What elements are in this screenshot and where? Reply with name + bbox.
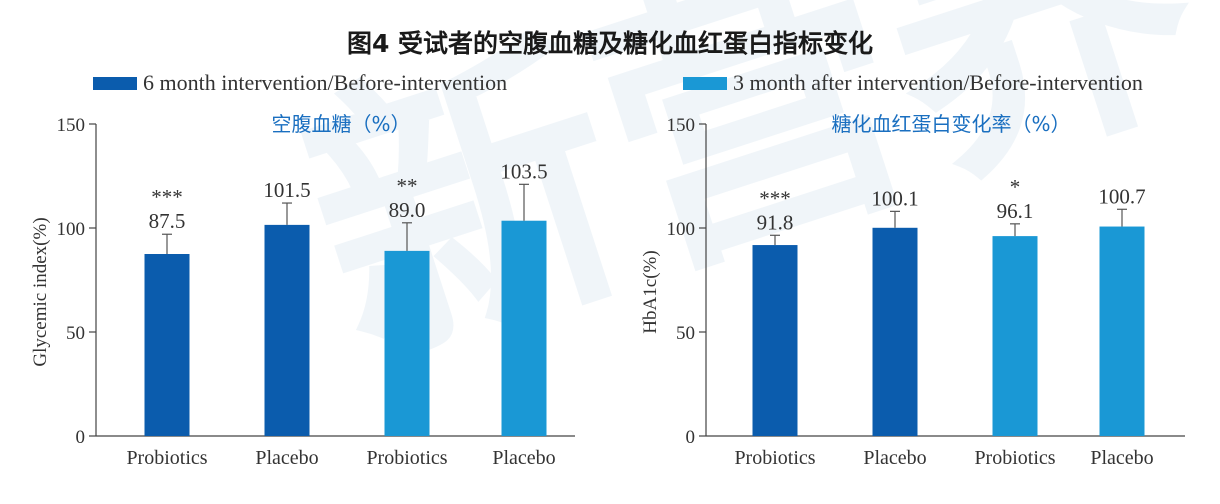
bar-4 xyxy=(1099,226,1145,436)
significance-label: *** xyxy=(151,185,183,209)
x-tick-label: Probiotics xyxy=(366,447,447,469)
value-label: 91.8 xyxy=(757,210,794,234)
y-tick-label: 0 xyxy=(76,427,86,448)
value-label: 103.5 xyxy=(500,159,547,183)
x-tick-label: Probiotics xyxy=(974,447,1055,469)
value-label: 87.5 xyxy=(149,209,186,233)
x-tick-label: Placebo xyxy=(1090,447,1153,469)
x-tick-label: Probiotics xyxy=(126,447,207,469)
legend-swatch xyxy=(683,76,727,90)
value-label: 96.1 xyxy=(997,199,1034,223)
y-axis-label: Glycemic index(%) xyxy=(30,217,51,366)
bar-4 xyxy=(501,220,547,436)
y-tick-label: 50 xyxy=(676,323,695,344)
x-tick-label: Placebo xyxy=(863,447,926,469)
significance-label: * xyxy=(1010,175,1021,199)
y-tick-label: 0 xyxy=(686,427,696,448)
significance-label: ** xyxy=(397,174,418,198)
x-tick-label: Placebo xyxy=(255,447,318,469)
value-label: 89.0 xyxy=(389,198,426,222)
legend-item-6-month: 6 month intervention/Before-intervention xyxy=(93,70,507,96)
x-tick-label: Placebo xyxy=(492,447,555,469)
bar-1 xyxy=(144,254,190,436)
bar-2 xyxy=(264,224,310,436)
bar-1 xyxy=(752,245,798,436)
figure-title: 图4 受试者的空腹血糖及糖化血红蛋白指标变化 xyxy=(346,29,874,58)
y-tick-label: 100 xyxy=(57,219,86,240)
bar-3 xyxy=(992,236,1038,436)
bar-2 xyxy=(872,227,918,436)
value-label: 100.1 xyxy=(871,186,918,210)
y-tick-label: 150 xyxy=(667,115,696,136)
chart-title-1: 糖化血红蛋白变化率（%） xyxy=(831,112,1070,136)
y-tick-label: 150 xyxy=(57,115,86,136)
value-label: 101.5 xyxy=(263,178,310,202)
legend-swatch xyxy=(93,76,137,90)
y-axis-label: HbA1c(%) xyxy=(640,250,661,333)
chart-title-0: 空腹血糖（%） xyxy=(271,112,410,136)
value-label: 100.7 xyxy=(1098,184,1145,208)
bar-3 xyxy=(384,250,430,436)
y-tick-label: 100 xyxy=(667,219,696,240)
y-tick-label: 50 xyxy=(66,323,85,344)
x-tick-label: Probiotics xyxy=(734,447,815,469)
legend-item-3-month-after: 3 month after intervention/Before-interv… xyxy=(683,70,1143,96)
significance-label: *** xyxy=(759,186,791,210)
legend-label: 3 month after intervention/Before-interv… xyxy=(733,70,1143,95)
legend-label: 6 month intervention/Before-intervention xyxy=(143,70,508,95)
